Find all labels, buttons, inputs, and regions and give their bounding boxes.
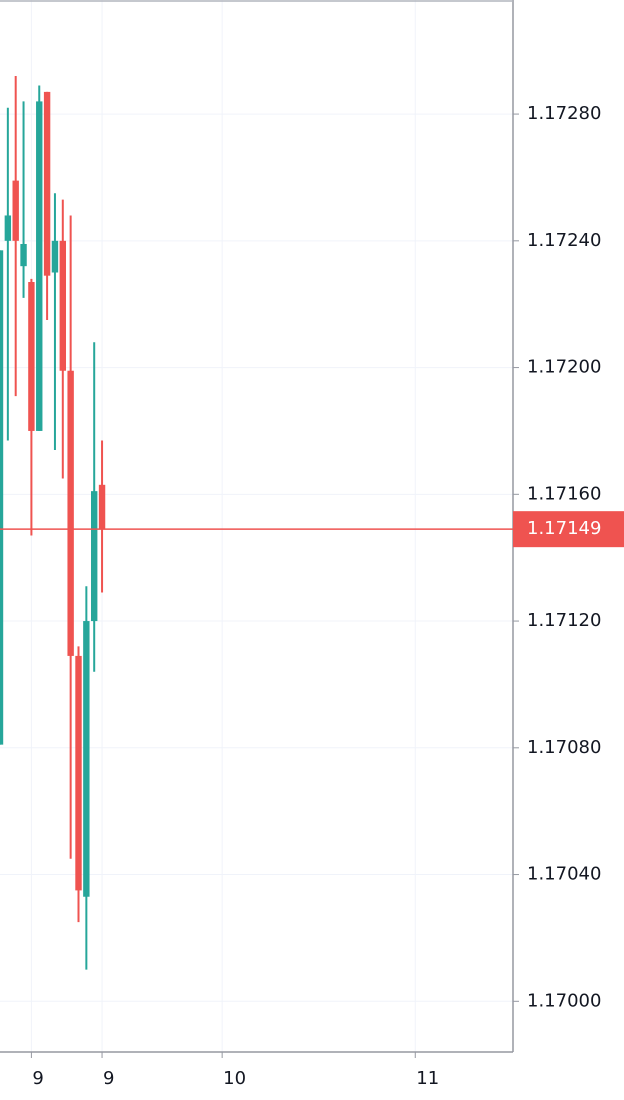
candle-body	[67, 370, 74, 656]
price-label: 1.17149	[527, 518, 601, 539]
y-tick-label: 1.17080	[527, 737, 601, 758]
candle-body	[4, 215, 12, 241]
candle-body	[20, 243, 27, 267]
candle-body	[0, 250, 4, 745]
y-tick-label: 1.17160	[527, 483, 601, 504]
candle-body	[28, 282, 35, 431]
price-badge	[513, 511, 624, 548]
y-tick-label: 1.17200	[527, 357, 601, 378]
candle-body	[51, 240, 59, 273]
y-tick-label: 1.17000	[527, 990, 601, 1011]
candle-body	[91, 491, 98, 622]
y-tick-label: 1.17120	[527, 610, 601, 631]
x-tick-label: 9	[103, 1068, 114, 1089]
plot-area	[0, 0, 513, 1052]
x-tick-label: 10	[223, 1068, 246, 1089]
y-tick-label: 1.17240	[527, 230, 601, 251]
candle-body	[43, 91, 51, 276]
candle-body	[98, 484, 106, 530]
candle-body	[59, 240, 67, 371]
candle-body	[83, 621, 90, 897]
x-tick-label: 11	[416, 1068, 439, 1089]
candle-body	[36, 101, 43, 431]
candle-body	[12, 180, 19, 241]
x-tick-label: 9	[32, 1068, 43, 1089]
candle-body	[75, 655, 82, 891]
y-tick-label: 1.17280	[527, 103, 601, 124]
y-tick-label: 1.17040	[527, 864, 601, 885]
